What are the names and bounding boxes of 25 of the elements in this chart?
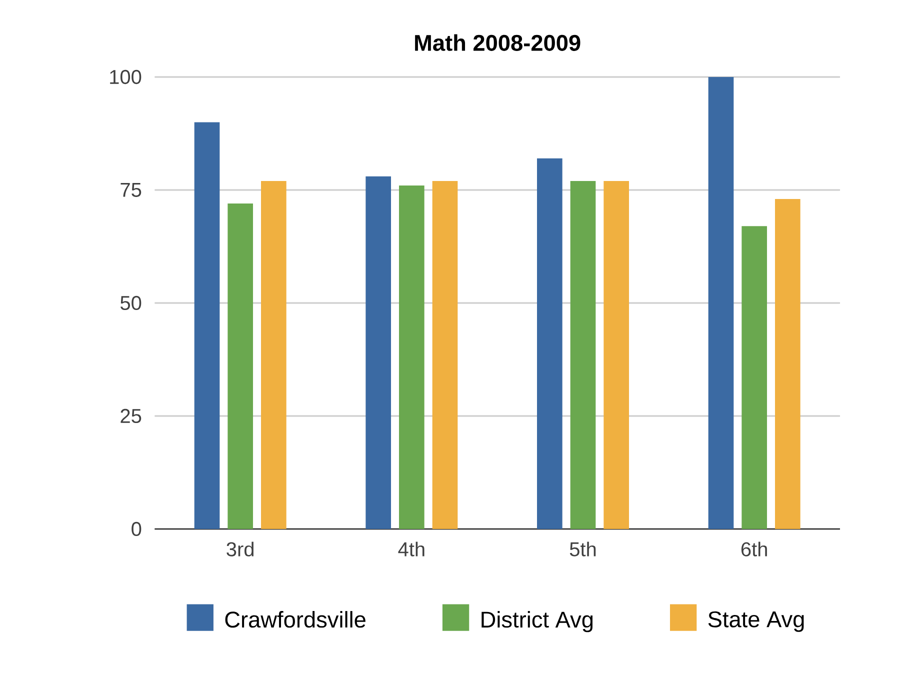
bar [194,122,220,529]
bar [742,226,767,529]
bar [399,185,424,529]
y-tick-label: 50 [120,296,142,310]
y-tick-label: 100 [110,70,142,84]
bar [604,180,629,529]
bar [261,180,286,529]
legend-label: State Avg [708,611,804,632]
bar [537,158,562,529]
x-tick-label: 5th [570,542,596,556]
bar [366,176,392,529]
x-tick-label: 4th [398,542,424,556]
bar [432,180,458,529]
legend-label: District Avg [482,611,593,632]
x-tick-label: 6th [741,542,767,556]
bar [708,76,734,529]
bar [774,199,800,529]
y-tick-label: 75 [120,183,142,197]
bar [228,204,254,529]
x-tick-label: 3rd [226,542,254,556]
chart-title: Math 2008-2009 [415,34,580,51]
y-tick-label: 25 [120,408,142,424]
y-tick-label: 0 [132,522,142,536]
legend-label: Crawfordsville [225,611,366,628]
bar [570,180,596,529]
